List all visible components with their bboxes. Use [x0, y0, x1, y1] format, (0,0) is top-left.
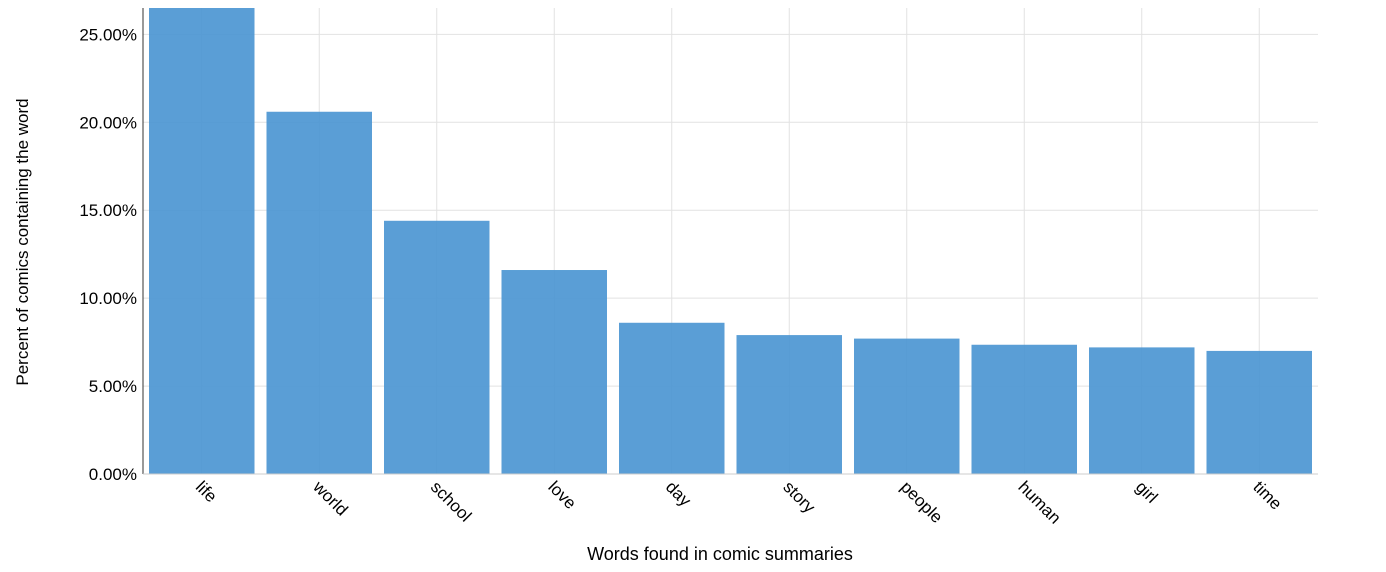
bars	[149, 8, 1312, 474]
x-tick-label: human	[1014, 477, 1064, 527]
bar-love	[501, 270, 607, 474]
x-tick-label: people	[897, 477, 947, 527]
bar-life	[149, 8, 255, 474]
y-axis-title: Percent of comics containing the word	[13, 98, 32, 385]
y-tick-label: 0.00%	[89, 465, 137, 484]
x-tick-label: love	[544, 477, 579, 512]
x-tick-label: life	[192, 477, 221, 506]
x-tick-label: story	[779, 477, 819, 517]
x-tick-label: time	[1249, 477, 1285, 513]
axes	[142, 8, 1318, 475]
bar-time	[1206, 350, 1312, 474]
bar-world	[266, 111, 372, 474]
bar-story	[736, 335, 842, 474]
bar-girl	[1089, 347, 1195, 474]
x-tick-label: world	[309, 477, 352, 520]
y-tick-label: 5.00%	[89, 377, 137, 396]
x-tick-labels: life world school love day story people human gi…	[192, 477, 1286, 528]
x-axis-title: Words found in comic summaries	[587, 544, 853, 564]
y-tick-label: 15.00%	[79, 201, 137, 220]
y-tick-labels: 0.00% 5.00% 10.00% 15.00% 20.00% 25.00%	[79, 25, 137, 484]
bar-day	[619, 322, 725, 474]
x-tick-label: school	[427, 477, 475, 525]
y-tick-label: 10.00%	[79, 289, 137, 308]
x-tick-label: day	[662, 477, 695, 510]
y-tick-label: 25.00%	[79, 25, 137, 44]
bar-people	[854, 338, 960, 474]
bar-school	[384, 220, 490, 474]
x-tick-label: girl	[1132, 477, 1161, 506]
bar-human	[971, 344, 1077, 474]
y-tick-label: 20.00%	[79, 113, 137, 132]
